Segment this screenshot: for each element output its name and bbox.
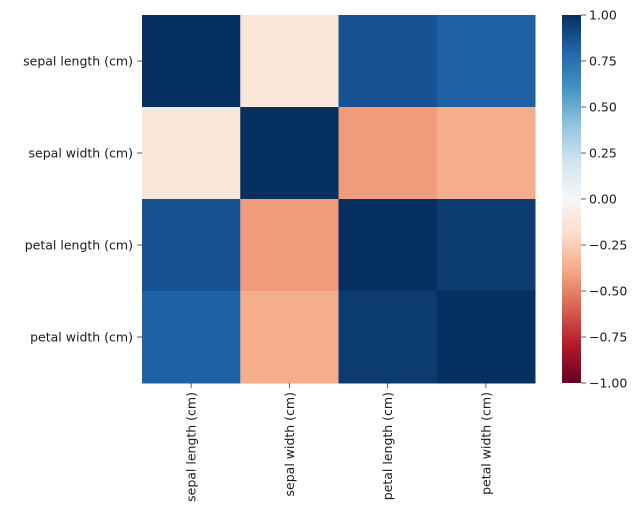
column-label: petal width (cm) bbox=[478, 392, 493, 495]
heatmap-cell bbox=[240, 15, 339, 108]
colorbar: 1.00 0.75 0.50 0.25 0.00 −0.25 −0.50 −0.75 −1.00 bbox=[562, 8, 627, 391]
heatmap-cell bbox=[338, 291, 438, 384]
colorbar-tick-label: 0.25 bbox=[589, 146, 617, 161]
colorbar-ticks: 1.00 0.75 0.50 0.25 0.00 −0.25 −0.50 −0.75 −1.00 bbox=[581, 8, 627, 391]
row-label: sepal width (cm) bbox=[29, 146, 133, 161]
heatmap-cell bbox=[240, 199, 339, 292]
heatmap-cell bbox=[142, 107, 241, 200]
heatmap-cell bbox=[240, 291, 339, 384]
colorbar-tick-label: 0.00 bbox=[589, 192, 617, 207]
heatmap-cells bbox=[142, 15, 536, 384]
colorbar-tick-label: −0.50 bbox=[589, 284, 627, 299]
heatmap-cell bbox=[142, 15, 241, 108]
column-labels: sepal length (cm) sepal width (cm) petal l… bbox=[184, 383, 493, 502]
heatmap-cell bbox=[338, 199, 438, 292]
heatmap-cell bbox=[436, 199, 536, 292]
heatmap-cell bbox=[142, 199, 241, 292]
colorbar-tick-label: −0.25 bbox=[589, 238, 627, 253]
heatmap-cell bbox=[240, 107, 339, 200]
colorbar-tick-label: 1.00 bbox=[589, 8, 617, 23]
colorbar-tick-label: −0.75 bbox=[589, 330, 627, 345]
row-label: petal length (cm) bbox=[25, 238, 133, 253]
colorbar-tick-label: −1.00 bbox=[589, 376, 627, 391]
colorbar-tick-label: 0.50 bbox=[589, 100, 617, 115]
heatmap-cell bbox=[338, 107, 438, 200]
heatmap-cell bbox=[436, 15, 536, 108]
heatmap-cell bbox=[436, 291, 536, 384]
column-label: petal length (cm) bbox=[380, 392, 395, 500]
colorbar-tick-label: 0.75 bbox=[589, 54, 617, 69]
heatmap-cell bbox=[338, 15, 438, 108]
row-label: sepal length (cm) bbox=[23, 54, 133, 69]
heatmap-cell bbox=[142, 291, 241, 384]
column-label: sepal length (cm) bbox=[184, 392, 199, 502]
heatmap-cell bbox=[436, 107, 536, 200]
column-label: sepal width (cm) bbox=[282, 392, 297, 496]
row-labels: sepal length (cm) sepal width (cm) petal l… bbox=[23, 54, 142, 345]
row-label: petal width (cm) bbox=[30, 330, 133, 345]
colorbar-gradient bbox=[562, 15, 581, 383]
